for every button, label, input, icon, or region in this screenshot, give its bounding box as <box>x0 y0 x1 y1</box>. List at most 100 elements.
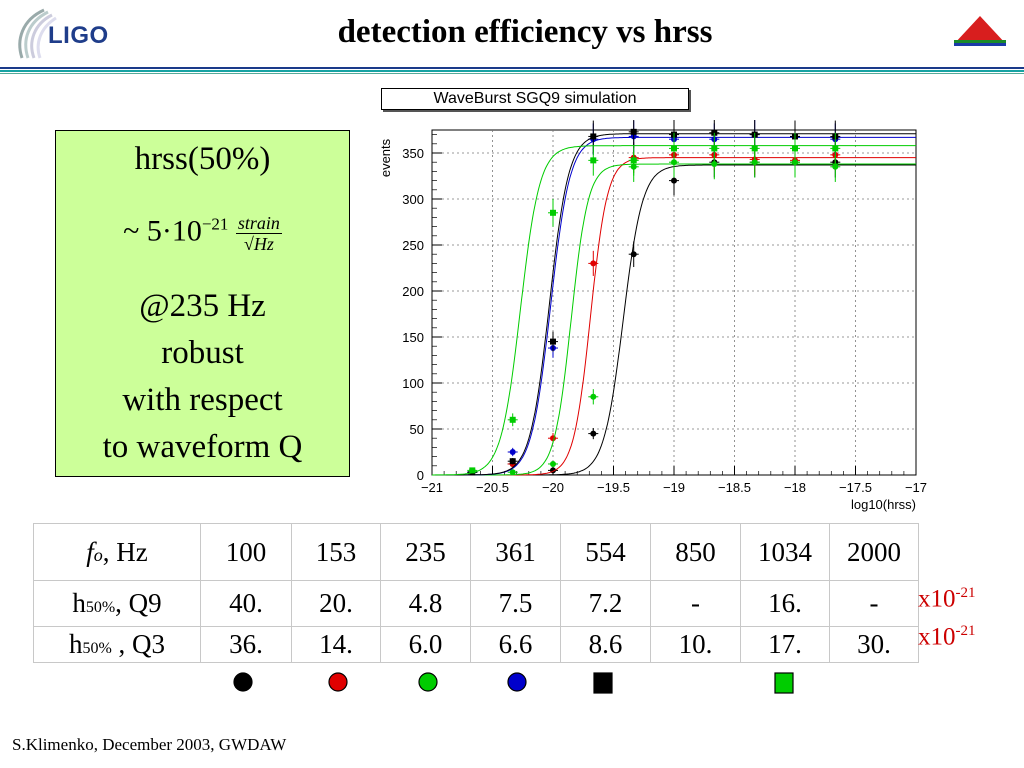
table-row: h50% , Q3 36. 14. 6.0 6.6 8.6 10. 17. 30. <box>33 626 919 663</box>
data-point-circle <box>711 161 718 168</box>
table-cell: 361 <box>470 523 561 581</box>
row-label-main: h <box>72 588 86 618</box>
formula-fraction: strain √Hz <box>235 213 282 254</box>
y-tick-label: 0 <box>417 468 424 483</box>
data-point-square <box>550 209 556 216</box>
row-label-rest: , Q3 <box>111 629 166 659</box>
row-label-sub: 50% <box>82 640 112 657</box>
panel-line: to waveform Q <box>102 429 303 465</box>
x-tick-label: −20 <box>542 480 564 495</box>
panel-heading: hrss(50%) <box>134 141 271 177</box>
y-tick-label: 350 <box>402 146 424 161</box>
formula-approx: ~ <box>123 214 140 248</box>
data-point-square <box>630 128 637 135</box>
x-tick-label: −20.5 <box>476 480 509 495</box>
table-cell: 6.6 <box>470 626 561 663</box>
series-marker-square <box>774 672 794 694</box>
unit-exp: -21 <box>955 623 976 639</box>
triangle-logo-icon <box>954 16 1006 46</box>
unit-base: x10 <box>918 623 956 651</box>
header-rule <box>0 67 1024 69</box>
panel-text: @235 Hz robust with respect to waveform … <box>56 283 349 471</box>
x-tick-label: −19 <box>663 480 685 495</box>
table-cell: - <box>650 580 741 627</box>
logo-text: LIGO <box>48 22 109 49</box>
data-point-square <box>711 129 718 136</box>
data-point-square <box>792 145 798 152</box>
table-row: fo, Hz 100 153 235 361 554 850 1034 2000 <box>33 523 919 581</box>
y-tick-label: 150 <box>402 330 424 345</box>
table-cell: 36. <box>200 626 292 663</box>
table-row: h50%, Q9 40. 20. 4.8 7.5 7.2-16. - <box>33 580 919 627</box>
data-point-circle <box>590 393 597 400</box>
data-point-square <box>509 458 516 465</box>
data-point-square <box>630 157 637 164</box>
x-tick-label: −18.5 <box>718 480 751 495</box>
efficiency-table: fo, Hz 100 153 235 361 554 850 1034 2000 h50%, Q9… <box>33 523 919 663</box>
row-label-sub: 50% <box>85 599 116 616</box>
formula-denominator: Hz <box>253 234 274 254</box>
unit-base: x10 <box>918 585 956 613</box>
row-label: h50% , Q3 <box>33 626 201 663</box>
data-point-square <box>469 467 476 474</box>
series-marker-circle <box>418 672 438 692</box>
y-tick-label: 300 <box>402 192 424 207</box>
footer-credit: S.Klimenko, December 2003, GWDAW <box>12 735 287 754</box>
data-point-square <box>509 416 516 423</box>
data-point-circle <box>630 251 637 258</box>
x-tick-label: −21 <box>421 480 443 495</box>
data-point-square <box>590 157 597 164</box>
data-point-circle <box>550 460 556 467</box>
table-cell: 850 <box>650 523 741 581</box>
unit-label-q3: x10-21 <box>918 623 976 651</box>
chart-title: WaveBurst SGQ9 simulation <box>381 88 689 110</box>
data-point-circle <box>590 430 597 437</box>
table-cell: 4.8 <box>380 580 471 627</box>
x-tick-label: −17.5 <box>839 480 872 495</box>
formula: ~ 5·10−21 strain √Hz <box>56 213 349 254</box>
y-tick-label: 250 <box>402 238 424 253</box>
row-label-main: f <box>86 536 94 567</box>
x-tick-label: −17 <box>905 480 927 495</box>
formula-numerator: strain <box>235 213 282 234</box>
data-point-square <box>590 133 597 140</box>
row-label-main: h <box>68 629 83 659</box>
y-tick-label: 50 <box>410 422 424 437</box>
table-cell: 100 <box>200 523 292 581</box>
table-cell: 10. <box>650 626 741 663</box>
header-rule-3 <box>0 73 1024 74</box>
table-cell: 14. <box>291 626 381 663</box>
series-marker-square <box>593 672 613 694</box>
data-point-circle <box>832 163 839 170</box>
row-label: fo, Hz <box>33 523 201 581</box>
y-axis-label: events <box>378 138 393 177</box>
table-cell: 40. <box>200 580 292 627</box>
series-marker-circle <box>233 672 253 692</box>
formula-base: 10 <box>171 214 202 248</box>
series-markers <box>233 672 794 694</box>
table-cell: 7.5 <box>470 580 561 627</box>
table-cell: 17. <box>740 626 830 663</box>
data-point-square <box>832 145 839 152</box>
data-point-square <box>711 145 718 152</box>
data-point-circle <box>671 177 677 184</box>
unit-label-q9: x10-21 <box>918 585 976 613</box>
series-marker-circle <box>507 672 527 692</box>
formula-exponent: −21 <box>201 214 229 234</box>
x-tick-label: −19.5 <box>597 480 630 495</box>
table-cell: 7.2 <box>560 580 651 627</box>
panel-line: with respect <box>122 382 283 418</box>
table-cell: 30. <box>829 626 919 663</box>
x-tick-label: −18 <box>784 480 806 495</box>
y-tick-label: 200 <box>402 284 424 299</box>
formula-mantissa: 5 <box>146 214 162 248</box>
y-tick-label: 100 <box>402 376 424 391</box>
table-cell: 6.0 <box>380 626 471 663</box>
data-point-circle <box>509 449 516 455</box>
x-axis-label: log10(hrss) <box>851 497 916 512</box>
formula-radical: √ <box>243 234 254 254</box>
data-point-circle <box>509 469 516 476</box>
row-label-rest: , Q9 <box>115 588 162 618</box>
data-point-square <box>550 338 556 345</box>
row-label-rest: , Hz <box>102 536 148 567</box>
